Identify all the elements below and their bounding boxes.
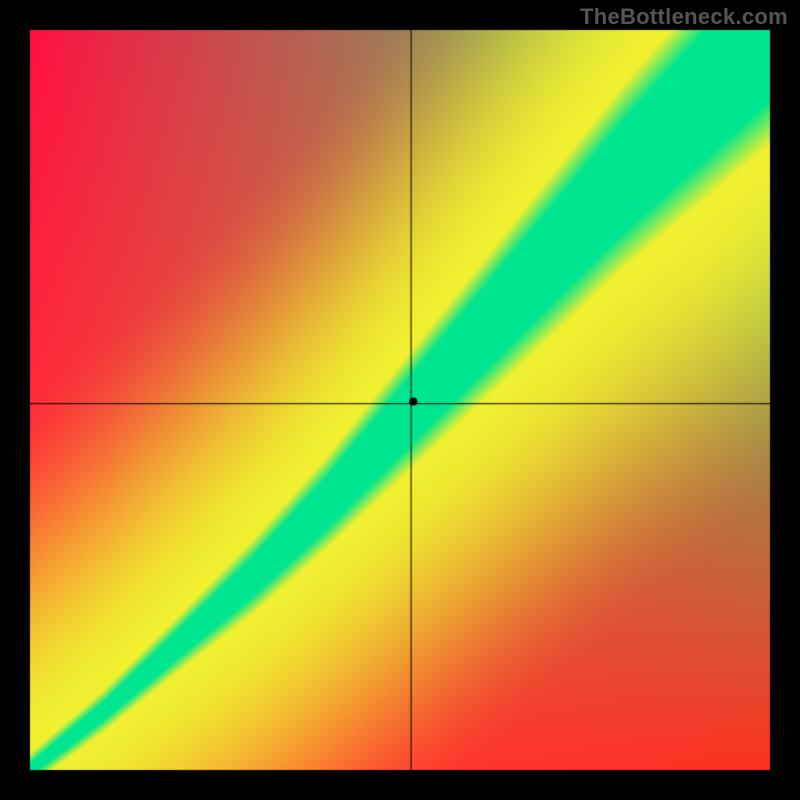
heatmap-canvas — [0, 0, 800, 800]
chart-container: TheBottleneck.com — [0, 0, 800, 800]
